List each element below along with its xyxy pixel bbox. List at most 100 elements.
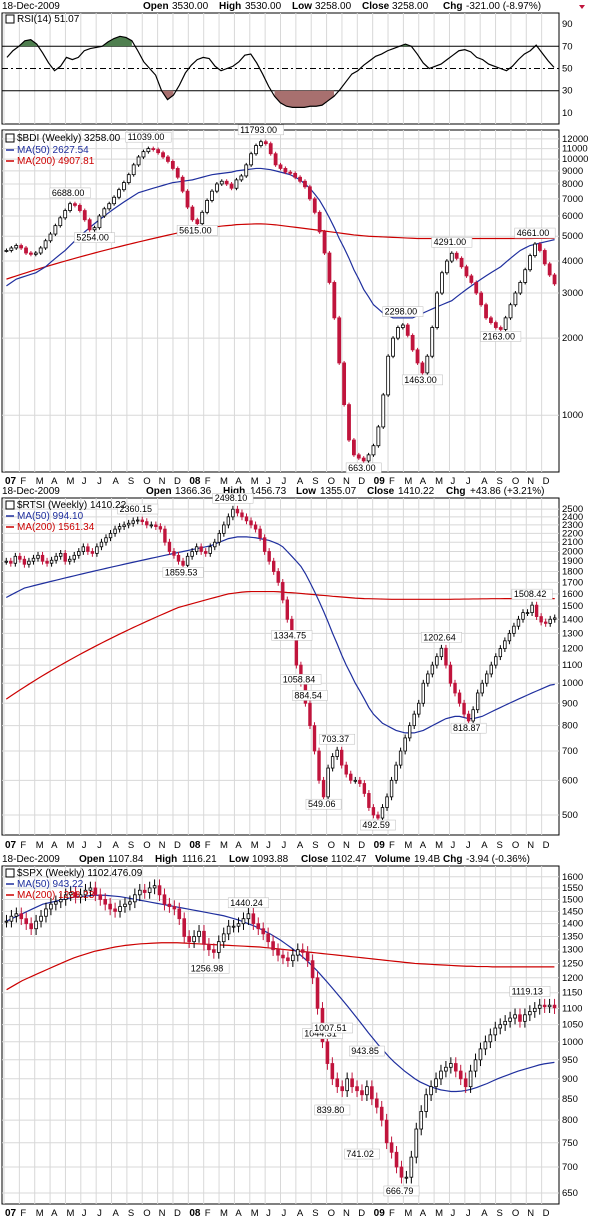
bdi-y-tick-label: 4000 (562, 256, 583, 267)
x-tick-label: O (512, 1208, 519, 1218)
spx-high-label: High (155, 854, 177, 865)
x-tick-label: J (282, 1208, 287, 1218)
candle-body (534, 604, 539, 617)
x-tick-label: A (420, 840, 427, 851)
candle-body (267, 551, 271, 562)
rsi-high-label: High (219, 1, 241, 12)
candle-body (162, 894, 167, 905)
x-tick-label: M (66, 476, 74, 487)
candle-body (78, 894, 83, 898)
candle-body (4, 920, 9, 923)
x-tick-label: F (20, 1208, 26, 1218)
x-tick-label: M (251, 840, 259, 851)
annotation-label: 4291.00 (434, 237, 467, 247)
candle-body (532, 1007, 537, 1012)
x-tick-label: J (266, 840, 271, 851)
candle-body (337, 317, 342, 364)
candle-body (379, 1106, 384, 1121)
candle-body (217, 532, 222, 543)
candle-body (386, 355, 391, 396)
spx-y-tick-label: 1000 (562, 1037, 583, 1048)
candle-body (256, 923, 261, 930)
candle-body (204, 551, 208, 554)
candle-body (474, 282, 479, 294)
x-tick-label: S (312, 1208, 318, 1218)
candle-body (426, 673, 430, 684)
candle-body (29, 252, 33, 255)
candle-body (547, 263, 552, 276)
x-tick-label: A (235, 476, 242, 487)
candle-body (409, 1156, 414, 1178)
candle-body (285, 599, 289, 620)
candle-body (489, 317, 493, 323)
rsi-y-axis: 10 30 50 70 90 (562, 19, 573, 119)
x-tick-label: J (97, 840, 102, 851)
bdi-legend-ma50: MA(50) 2627.54 (17, 145, 89, 156)
candle-body (291, 954, 295, 962)
candle-body (34, 920, 38, 930)
candle-body (54, 901, 58, 905)
candle-body (453, 682, 457, 694)
candle-body (376, 426, 381, 447)
rtsi-legend: $RTSI (Weekly) 1410.22 MA(50) 994.10 MA(… (5, 500, 127, 533)
candle-body (381, 394, 386, 428)
candle-body (440, 272, 444, 294)
rsi-y-tick-label: 10 (562, 108, 573, 119)
candle-body (177, 908, 182, 920)
spx-close-label: Close (301, 854, 329, 865)
rtsi-plot: 2360.15 1859.53 2498.10 1334.75 1058.84 884.5… (4, 492, 557, 831)
spx-y-tick-label: 1550 (562, 883, 583, 894)
candle-body (453, 1063, 458, 1072)
x-tick-label: S (312, 840, 318, 851)
candle-body (355, 1086, 359, 1092)
x-tick-label: J (450, 476, 455, 487)
candle-body (503, 640, 507, 649)
candle-body (226, 925, 231, 935)
candle-body (469, 275, 474, 283)
annotation-box (212, 492, 254, 504)
candle-body (118, 906, 122, 912)
candle-body (151, 148, 156, 150)
annotation-box (292, 690, 328, 701)
candle-body (512, 625, 516, 634)
bdi-y-tick-label: 7000 (562, 194, 583, 205)
spx-volume-value: 19.4B (414, 854, 440, 865)
candle-body (73, 892, 78, 898)
x-tick-label: N (159, 840, 166, 851)
candle-body (366, 454, 371, 462)
candle-body (244, 164, 249, 177)
candle-body (326, 767, 330, 798)
candle-body (513, 292, 518, 306)
x-tick-label: A (235, 1208, 242, 1218)
rtsi-legend-swatch (5, 500, 15, 510)
candle-body (322, 231, 327, 254)
annotation-box (117, 503, 159, 515)
candle-body (182, 918, 187, 937)
x-tick-label: M (36, 1208, 44, 1218)
spx-y-tick-label: 1300 (562, 945, 583, 956)
annotation-label: 666.79 (386, 1186, 414, 1196)
candle-body (288, 171, 293, 174)
rtsi-ma50-line (5, 536, 555, 734)
candle-body (18, 555, 22, 560)
candle-body (126, 522, 131, 526)
x-tick-label: M (404, 840, 412, 851)
candle-body (161, 152, 165, 158)
candle-body (391, 337, 395, 357)
candle-body (493, 322, 498, 328)
x-tick-label: N (343, 1208, 350, 1218)
annotation-label: 4661.00 (517, 228, 550, 238)
annotation-label: 5615.00 (179, 225, 212, 235)
candle-body (439, 1070, 443, 1080)
x-tick-label: 09 (374, 476, 386, 487)
candle-body (113, 908, 117, 912)
x-tick-label: A (51, 840, 58, 851)
candle-body (405, 324, 410, 336)
candle-body (49, 559, 54, 564)
candle-body (466, 713, 471, 722)
x-tick-label: J (466, 476, 471, 487)
candle-body (489, 664, 493, 675)
candle-body (97, 215, 102, 229)
annotation-label: 839.80 (317, 1105, 345, 1115)
